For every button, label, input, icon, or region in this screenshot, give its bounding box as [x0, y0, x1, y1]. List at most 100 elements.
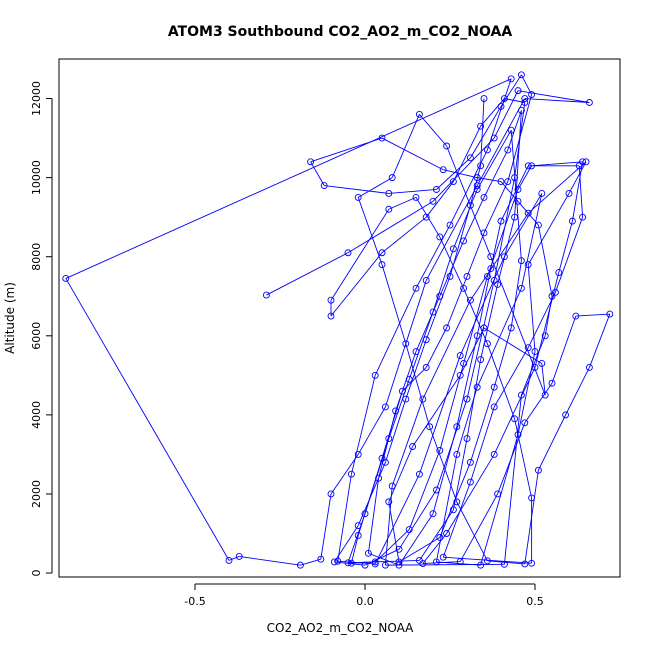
series-line-segment: [347, 200, 434, 254]
data-point: [449, 506, 457, 514]
data-point: [572, 312, 580, 320]
series-line-segment: [330, 209, 390, 301]
data-point: [460, 360, 468, 367]
series-line-segment: [527, 193, 570, 265]
series-line-segment: [310, 137, 383, 163]
series-line-segment: [463, 288, 488, 344]
x-axis-label: CO2_AO2_m_CO2_NOAA: [267, 621, 414, 635]
data-point: [521, 95, 529, 102]
data-point: [385, 435, 393, 443]
data-point: [347, 559, 355, 567]
data-point: [460, 237, 468, 245]
series-line-segment: [483, 181, 509, 234]
series-line-segment: [517, 351, 536, 435]
series-line-segment: [418, 355, 461, 475]
data-point: [551, 288, 559, 296]
series-line-segment: [364, 548, 400, 566]
data-point: [514, 87, 522, 95]
data-point: [378, 249, 386, 257]
data-point: [528, 494, 536, 502]
data-point: [449, 178, 457, 186]
series-line-segment: [487, 560, 525, 565]
y-tick-label: 4000: [30, 401, 43, 429]
series-line-segment: [391, 398, 424, 487]
data-point: [456, 371, 464, 379]
data-point: [385, 498, 393, 506]
x-tick-label: 0.0: [356, 595, 374, 608]
data-point: [579, 158, 587, 166]
data-point: [381, 458, 389, 466]
data-point: [541, 332, 549, 340]
data-point: [443, 530, 451, 537]
data-point: [412, 284, 420, 292]
data-point: [477, 356, 485, 363]
data-point: [395, 558, 403, 566]
data-point: [494, 490, 502, 498]
series-line-segment: [480, 98, 485, 166]
series-line-segment: [357, 177, 393, 198]
data-point: [354, 450, 362, 458]
series-line-segment: [575, 313, 610, 317]
data-point: [487, 253, 495, 261]
series-line-segment: [419, 509, 454, 561]
data-point: [327, 312, 335, 320]
series-line-segment: [476, 98, 526, 186]
data-point: [378, 261, 386, 269]
data-point: [517, 71, 525, 79]
series-line-segment: [554, 217, 584, 293]
data-point: [317, 555, 325, 563]
data-point: [439, 166, 447, 174]
x-tick-label: 0.5: [526, 595, 544, 608]
series-line-segment: [324, 185, 389, 194]
data-point: [436, 233, 444, 241]
y-axis: 0 2000 4000 6000 8000 10000 12000: [30, 81, 53, 577]
data-point: [483, 557, 491, 565]
data-point: [361, 561, 369, 569]
data-point: [422, 363, 430, 371]
data-point: [483, 273, 491, 280]
series-line-segment: [374, 288, 417, 376]
data-point: [463, 395, 471, 403]
data-point: [453, 450, 461, 458]
series-line-segment: [388, 379, 410, 439]
data-point: [562, 411, 570, 419]
data-point: [385, 189, 393, 197]
series-line-segment: [350, 375, 376, 475]
data-point: [480, 229, 488, 237]
data-point: [514, 431, 522, 439]
data-point: [375, 474, 383, 482]
data-point: [443, 142, 451, 150]
series-line-segment: [452, 126, 482, 182]
series-line-segment: [439, 240, 465, 297]
series-line-segment: [459, 493, 498, 562]
series-line-segment: [466, 359, 482, 439]
series-line-segment: [228, 556, 240, 561]
data-point: [388, 482, 396, 490]
series-line-segment: [357, 462, 386, 526]
data-point: [575, 162, 583, 170]
data-point: [490, 450, 498, 458]
series-line-segment: [524, 382, 553, 424]
data-point: [330, 558, 338, 566]
y-tick-label: 0: [30, 570, 43, 577]
data-point: [504, 178, 512, 186]
data-point: [477, 122, 485, 130]
data-point: [477, 561, 485, 569]
y-tick-label: 12000: [30, 81, 43, 116]
data-point: [415, 556, 423, 564]
data-point: [347, 470, 355, 478]
data-point: [436, 447, 444, 454]
series-line-segment: [571, 161, 584, 222]
data-point: [412, 193, 420, 201]
data-point: [402, 340, 410, 348]
data-point: [480, 324, 488, 332]
data-point: [473, 186, 481, 193]
series-line-segment: [320, 493, 332, 560]
series-line-segment: [337, 474, 352, 562]
series-line-segment: [476, 129, 512, 190]
data-point: [453, 423, 461, 431]
series-line-segment: [452, 189, 478, 249]
series-line-segment: [578, 165, 584, 218]
data-point: [500, 95, 508, 102]
series-line-segment: [537, 224, 553, 297]
